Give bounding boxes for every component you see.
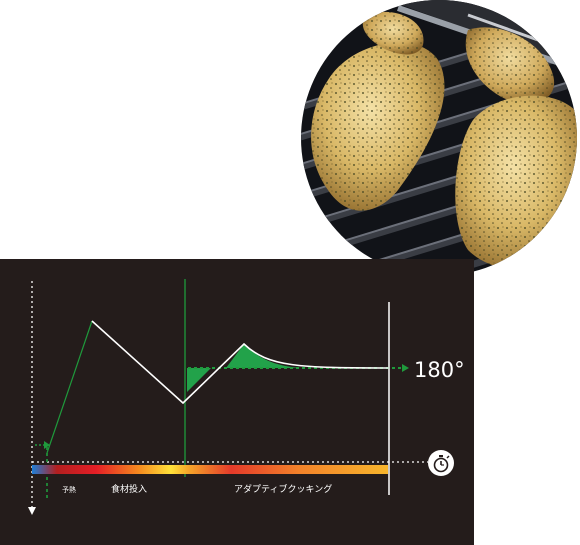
temperature-label: 180° (414, 358, 465, 382)
grilled-chicken-photo (298, 0, 580, 276)
preheat-rise-line (47, 321, 92, 453)
stopwatch-icon (428, 450, 454, 476)
time-axis-arrow (28, 507, 36, 515)
cooking-diagram: 180° 予熱 食材投入 アダプティブクッキング (0, 259, 474, 545)
phase-label-food-input: 食材投入 (111, 483, 147, 495)
heat-gradient-bar (32, 465, 388, 474)
cooking-diagram-panel: 180° 予熱 食材投入 アダプティブクッキング (0, 259, 474, 545)
phase-label-adaptive: アダプティブクッキング (234, 483, 332, 495)
target-temp-arrow (402, 364, 409, 372)
phase-label-preheat: 予熱 (62, 485, 76, 494)
